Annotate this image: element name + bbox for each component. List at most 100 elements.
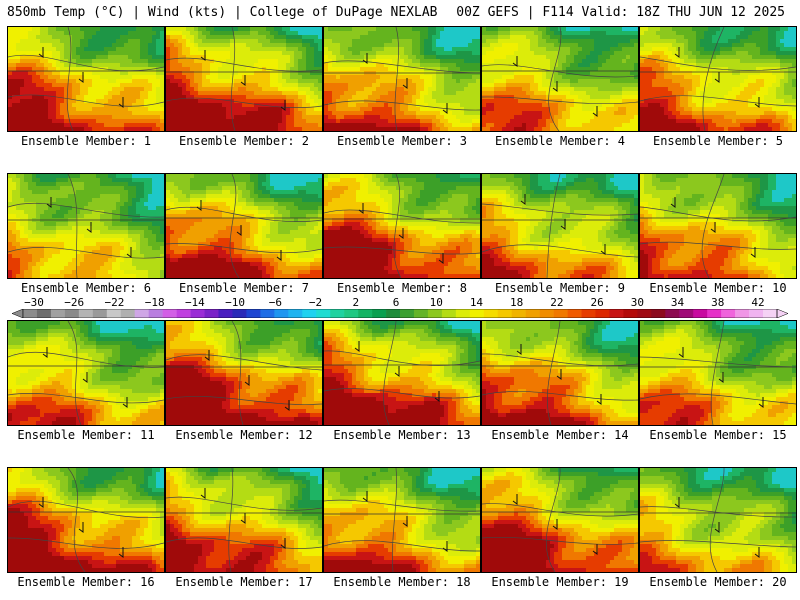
ensemble-panel-5[interactable] <box>639 26 797 132</box>
ensemble-panel-17[interactable] <box>165 467 323 573</box>
colorbar-tick-label: −26 <box>64 296 84 309</box>
colorbar-swatch <box>302 309 317 318</box>
ensemble-panel-8[interactable] <box>323 173 481 279</box>
valid-time: 00Z GEFS | F114 Valid: 18Z THU JUN 12 20… <box>456 5 785 20</box>
ensemble-member-label: Ensemble Member: 19 <box>480 575 640 589</box>
ensemble-member-label: Ensemble Member: 4 <box>480 134 640 148</box>
colorbar-swatch <box>120 309 136 318</box>
colorbar-swatch <box>497 309 513 318</box>
product-title: 850mb Temp (°C) | Wind (kts) | College o… <box>7 5 437 20</box>
colorbar-tick-label: 26 <box>590 296 603 309</box>
ensemble-panel-15[interactable] <box>639 320 797 426</box>
colorbar-tick-label: 38 <box>711 296 724 309</box>
temperature-map <box>324 174 480 278</box>
temperature-map <box>166 321 322 425</box>
colorbar-tick-label: 30 <box>631 296 644 309</box>
colorbar-tick-label: −6 <box>269 296 282 309</box>
temperature-map <box>324 27 480 131</box>
temperature-map <box>166 468 322 572</box>
ensemble-panel-11[interactable] <box>7 320 165 426</box>
ensemble-panel-14[interactable] <box>481 320 639 426</box>
colorbar-tick-label: 34 <box>671 296 684 309</box>
ensemble-panel-20[interactable] <box>639 467 797 573</box>
colorbar-swatch <box>427 309 443 318</box>
colorbar-swatch <box>665 309 680 318</box>
ensemble-member-label: Ensemble Member: 11 <box>6 428 166 442</box>
colorbar-tick-label: 6 <box>393 296 400 309</box>
temperature-map <box>8 468 164 572</box>
ensemble-member-label: Ensemble Member: 5 <box>638 134 798 148</box>
colorbar-ticks: −30 −26 −22 −18 −14 −10 −6 −2 2 6 10 14 18 22 26 30 34 38… <box>0 296 800 309</box>
temperature-map <box>8 321 164 425</box>
temperature-map <box>640 468 796 572</box>
colorbar-tick-label: 18 <box>510 296 523 309</box>
ensemble-panel-7[interactable] <box>165 173 323 279</box>
ensemble-member-label: Ensemble Member: 10 <box>638 281 798 295</box>
ensemble-panel-4[interactable] <box>481 26 639 132</box>
colorbar-swatch <box>134 309 149 318</box>
ensemble-panel-9[interactable] <box>481 173 639 279</box>
colorbar-tick-label: 10 <box>430 296 443 309</box>
ensemble-panel-10[interactable] <box>639 173 797 279</box>
temperature-map <box>482 468 638 572</box>
colorbar-swatch <box>595 309 610 318</box>
ensemble-member-label: Ensemble Member: 6 <box>6 281 166 295</box>
temperature-map <box>324 321 480 425</box>
colorbar-swatch <box>455 309 471 318</box>
ensemble-panel-2[interactable] <box>165 26 323 132</box>
colorbar-tick-label: 42 <box>751 296 764 309</box>
ensemble-member-label: Ensemble Member: 13 <box>322 428 482 442</box>
colorbar-tick-label: 2 <box>352 296 359 309</box>
temperature-map <box>482 174 638 278</box>
colorbar-swatch <box>106 309 122 318</box>
colorbar-swatch <box>679 309 694 318</box>
ensemble-panel-12[interactable] <box>165 320 323 426</box>
temperature-map <box>8 27 164 131</box>
colorbar-tick-label: −14 <box>185 296 205 309</box>
colorbar-swatch <box>707 309 722 318</box>
ensemble-member-label: Ensemble Member: 20 <box>638 575 798 589</box>
temperature-map <box>640 27 796 131</box>
colorbar-swatch <box>749 309 764 318</box>
colorbar-swatch <box>386 309 401 318</box>
colorbar-swatch <box>204 309 219 318</box>
ensemble-panel-19[interactable] <box>481 467 639 573</box>
colorbar-swatch <box>609 309 624 318</box>
temperature-map <box>482 27 638 131</box>
temperature-map <box>166 27 322 131</box>
header: 850mb Temp (°C) | Wind (kts) | College o… <box>0 0 800 22</box>
colorbar-swatch <box>274 309 289 318</box>
colorbar-swatch <box>483 309 499 318</box>
ensemble-panel-18[interactable] <box>323 467 481 573</box>
colorbar-swatch <box>525 309 540 318</box>
colorbar-swatch <box>358 309 373 318</box>
colorbar-swatch <box>735 309 750 318</box>
colorbar-swatch <box>413 309 429 318</box>
colorbar-swatch <box>176 309 191 318</box>
ensemble-member-label: Ensemble Member: 15 <box>638 428 798 442</box>
ensemble-member-label: Ensemble Member: 16 <box>6 575 166 589</box>
colorbar-tick-label: −18 <box>145 296 165 309</box>
ensemble-panel-3[interactable] <box>323 26 481 132</box>
colorbar-tick-label: 22 <box>550 296 563 309</box>
temperature-map <box>640 321 796 425</box>
colorbar-swatch <box>763 309 778 318</box>
colorbar-swatch <box>92 309 108 318</box>
temperature-map <box>324 468 480 572</box>
colorbar-swatch <box>330 309 345 318</box>
colorbar-swatch <box>36 309 52 318</box>
ensemble-member-label: Ensemble Member: 18 <box>322 575 482 589</box>
colorbar-swatch <box>288 309 303 318</box>
temperature-map <box>640 174 796 278</box>
ensemble-panel-13[interactable] <box>323 320 481 426</box>
colorbar-swatch <box>623 309 638 318</box>
ensemble-panel-6[interactable] <box>7 173 165 279</box>
ensemble-panel-1[interactable] <box>7 26 165 132</box>
colorbar-swatch <box>162 309 177 318</box>
colorbar-swatch <box>232 309 247 318</box>
colorbar-tick-label: −30 <box>24 296 44 309</box>
ensemble-panel-16[interactable] <box>7 467 165 573</box>
colorbar-tick-label: 14 <box>470 296 483 309</box>
colorbar-tick-label: −10 <box>225 296 245 309</box>
colorbar-swatch <box>469 309 485 318</box>
